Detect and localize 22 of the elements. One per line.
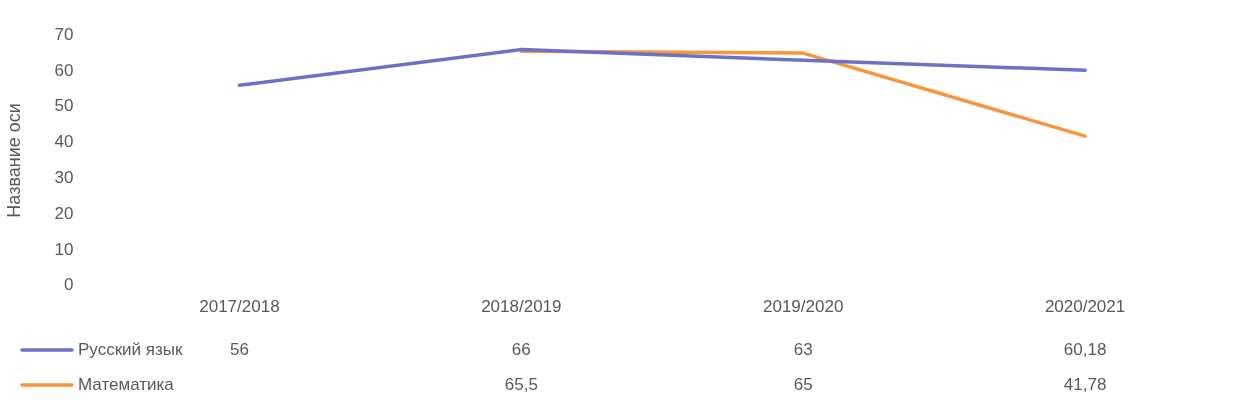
x-tick-label: 2018/2019 [481, 297, 562, 317]
data-label: 60,18 [1063, 339, 1107, 359]
data-label: 65 [793, 374, 813, 394]
y-tick-label: 40 [54, 132, 74, 152]
data-label: 66 [511, 339, 531, 359]
x-tick-label: 2019/2020 [763, 297, 844, 317]
y-tick-label: 30 [54, 167, 74, 187]
data-label: 63 [793, 339, 813, 359]
data-label: 41,78 [1063, 374, 1107, 394]
y-tick-label: 10 [54, 239, 74, 259]
x-tick-label: 2017/2018 [199, 297, 280, 317]
y-tick-label: 20 [54, 203, 74, 223]
y-tick-label: 70 [54, 24, 74, 44]
legend-label: Математика [78, 374, 175, 394]
y-tick-label: 0 [64, 275, 74, 295]
y-tick-label: 50 [54, 96, 74, 116]
legend-label: Русский язык [78, 339, 184, 359]
y-axis-title: Название оси [3, 103, 24, 218]
data-label: 65,5 [504, 374, 538, 394]
y-tick-label: 60 [54, 60, 74, 80]
data-label: 56 [229, 339, 249, 359]
x-tick-label: 2020/2021 [1044, 297, 1126, 317]
